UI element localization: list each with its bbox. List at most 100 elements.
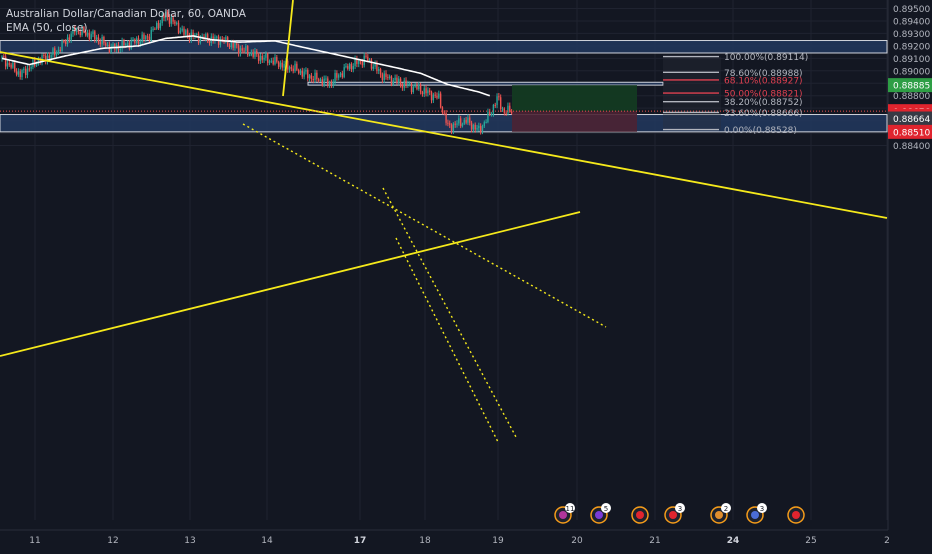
candle-body: [308, 75, 311, 79]
candle-body: [44, 55, 47, 62]
candle-body: [79, 31, 81, 36]
candle-body: [261, 55, 263, 60]
candle-body: [23, 68, 25, 70]
candle-body: [26, 68, 29, 76]
candle-body: [407, 83, 409, 85]
candle-body: [172, 17, 174, 22]
candle-body: [509, 105, 511, 112]
candle-body: [221, 39, 223, 41]
candle-body: [65, 41, 67, 45]
candle-body: [161, 15, 163, 24]
fib-label-0: 100.00%(0.89114): [724, 53, 808, 63]
candle-body: [132, 39, 134, 41]
candle-body: [130, 40, 132, 49]
candle-body: [95, 37, 98, 40]
price-tick-label-4: 0.89100: [893, 55, 930, 65]
candle-body: [328, 81, 331, 86]
candle-body: [152, 28, 154, 30]
candle-body: [383, 73, 385, 81]
event-count-bg-5: [757, 503, 767, 513]
candle-body: [12, 62, 14, 68]
price-tag-bg-0: [888, 78, 932, 93]
candle-body: [487, 111, 489, 122]
candle-body: [85, 31, 87, 36]
candle-body: [347, 66, 349, 69]
candle-body: [196, 33, 198, 35]
candle-body: [354, 58, 356, 66]
candle-body: [505, 112, 507, 114]
candle-body: [492, 104, 495, 115]
candle-body: [214, 36, 216, 41]
candle-body: [296, 63, 298, 70]
candle-body: [86, 32, 89, 36]
candle-body: [498, 96, 500, 98]
candle-body: [77, 30, 80, 32]
candle-body: [170, 17, 172, 24]
candle-body: [176, 22, 178, 24]
candle-body: [396, 77, 398, 83]
candle-body: [458, 118, 460, 124]
price-tag-bg-3: [888, 111, 932, 126]
candle-body: [379, 69, 382, 75]
candle-body: [143, 34, 145, 40]
candle-body: [345, 66, 347, 68]
candle-body: [28, 68, 30, 70]
candle-body: [90, 34, 92, 39]
indicator-label: EMA (50, close): [6, 22, 88, 34]
candle-body: [327, 78, 329, 86]
candle-body: [419, 84, 422, 93]
candle-body: [301, 70, 303, 77]
trend-line-descending: [0, 51, 888, 219]
candle-body: [494, 104, 496, 106]
candle-body: [150, 29, 152, 41]
price-tag-label-3: 0.88664: [893, 115, 930, 125]
candle-body: [305, 70, 307, 72]
candle-body: [496, 96, 498, 106]
candle-body: [418, 84, 420, 90]
candle-body: [55, 53, 58, 56]
candle-body: [465, 119, 467, 123]
candle-body: [137, 38, 140, 45]
candle-body: [374, 63, 376, 67]
candle-body: [70, 33, 72, 40]
candle-body: [401, 84, 404, 88]
candle-body: [83, 27, 85, 32]
ema-line: [1, 35, 491, 97]
candle-body: [250, 52, 253, 56]
candle-body: [454, 123, 456, 125]
time-tick-label-3: 14: [261, 536, 273, 546]
candle-body: [232, 42, 234, 48]
candle-body: [126, 43, 129, 45]
candle-body: [348, 64, 351, 69]
price-tick-label-5: 0.89000: [893, 67, 930, 77]
zone-rect-1: [307, 81, 664, 86]
time-tick-label-4: 17: [354, 536, 367, 546]
candle-body: [256, 50, 258, 55]
candle-body: [359, 60, 362, 62]
candle-body: [257, 54, 260, 61]
time-tick-label-10: 25: [805, 536, 816, 546]
candle-body: [490, 114, 493, 116]
candle-body: [106, 44, 109, 46]
candle-body: [412, 86, 415, 92]
candle-body: [125, 44, 127, 46]
candle-body: [228, 45, 231, 48]
event-count-bg-3: [675, 503, 685, 513]
price-tick-label-3: 0.89200: [893, 42, 930, 52]
candle-body: [463, 119, 465, 124]
candle-body: [81, 27, 83, 36]
candle-body: [146, 36, 149, 38]
dotted-trend-1: [242, 123, 607, 328]
candle-body: [414, 85, 416, 87]
price-tick-label-2: 0.89300: [893, 30, 930, 40]
candle-body: [54, 48, 56, 56]
candle-body: [416, 85, 418, 90]
candle-body: [4, 56, 7, 67]
candle-body: [294, 63, 296, 72]
candle-body: [197, 33, 200, 43]
candle-body: [17, 71, 20, 75]
event-count-0: 11: [566, 505, 575, 513]
event-count-bg-0: [565, 503, 575, 513]
